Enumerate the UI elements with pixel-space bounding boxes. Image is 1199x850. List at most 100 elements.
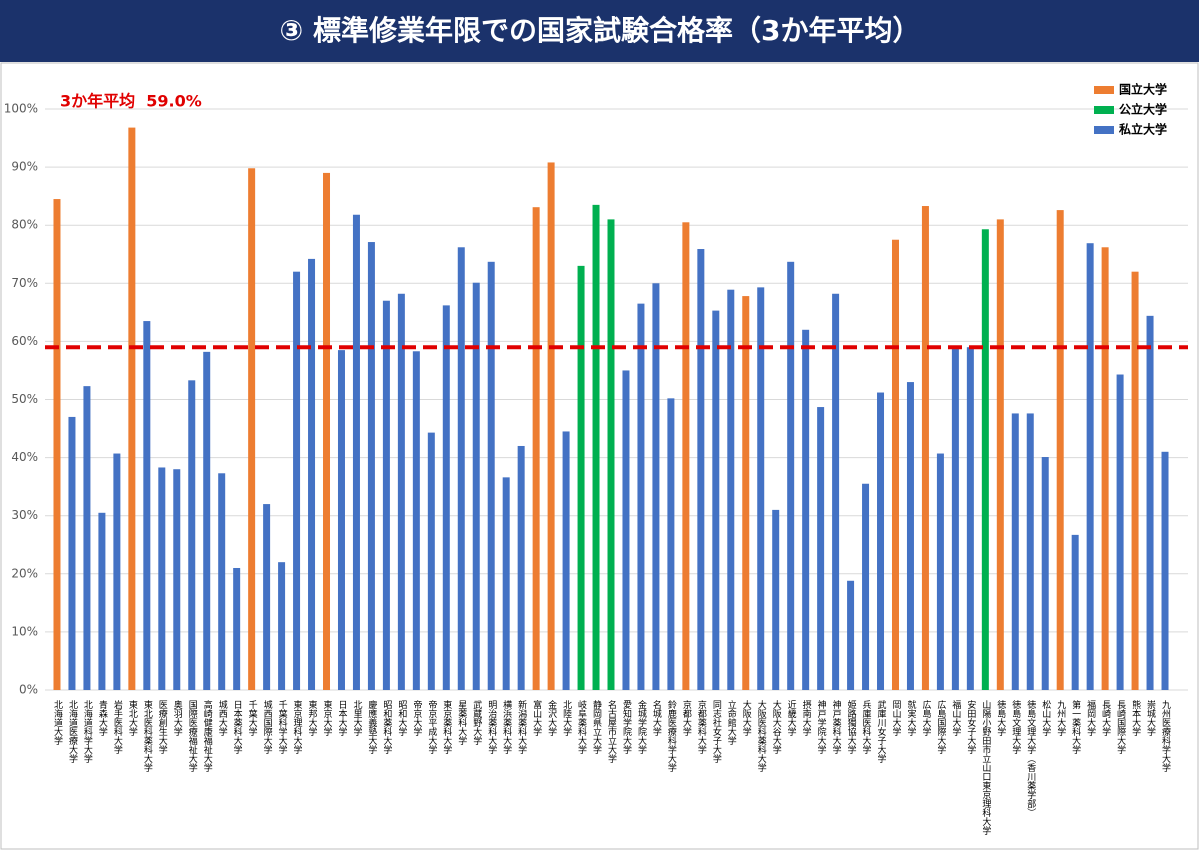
y-tick-label: 80% xyxy=(11,218,38,232)
x-tick-label: 大阪大谷大学 xyxy=(771,699,782,754)
y-tick-label: 20% xyxy=(11,566,38,580)
bar xyxy=(1101,247,1109,690)
x-tick-label: 金沢大学 xyxy=(546,699,557,736)
bar xyxy=(427,432,435,690)
bar xyxy=(637,303,645,690)
x-tick-label: 千葉科学大学 xyxy=(277,700,288,754)
bar xyxy=(1041,457,1049,690)
bar xyxy=(113,453,121,690)
bar xyxy=(487,261,495,690)
y-tick-label: 100% xyxy=(4,102,38,116)
chart-frame xyxy=(0,62,1199,850)
bar xyxy=(203,351,211,690)
x-tick-label: 就実大学 xyxy=(905,699,916,736)
x-tick-label: 昭和薬科大学 xyxy=(381,700,392,754)
x-tick-label: 北海道医療大学 xyxy=(67,700,78,763)
legend-label: 私立大学 xyxy=(1118,122,1167,137)
x-tick-label: 慶應義塾大学 xyxy=(366,699,377,754)
average-label: 3か年平均 59.0% xyxy=(60,92,202,111)
bar xyxy=(891,239,899,690)
bar xyxy=(966,347,974,690)
bar xyxy=(173,469,181,690)
x-tick-label: 九州医療科学大学 xyxy=(1160,700,1171,772)
legend-swatch xyxy=(1094,126,1114,134)
bar xyxy=(742,296,750,690)
bar xyxy=(308,258,316,690)
y-tick-label: 60% xyxy=(11,334,38,348)
x-tick-label: 兵庫医科大学 xyxy=(861,699,872,754)
bar xyxy=(367,242,375,690)
bar xyxy=(412,351,420,690)
x-tick-label: 帝京大学 xyxy=(411,699,422,736)
x-tick-label: 東邦大学 xyxy=(307,699,318,736)
legend-swatch xyxy=(1094,106,1114,114)
bar xyxy=(906,382,914,690)
bar xyxy=(457,247,465,690)
bar xyxy=(832,293,840,690)
x-tick-label: 北海道科学大学 xyxy=(82,700,93,763)
bar xyxy=(263,504,271,690)
bar xyxy=(1026,413,1034,690)
x-tick-label: 大阪医科薬科大学 xyxy=(756,699,767,772)
x-tick-label: 高崎健康福祉大学 xyxy=(202,699,213,772)
x-tick-label: 城西大学 xyxy=(217,700,228,736)
bar xyxy=(562,431,570,690)
x-tick-label: 松山大学 xyxy=(1040,699,1051,736)
x-tick-label: 青森大学 xyxy=(97,699,108,736)
y-tick-label: 30% xyxy=(11,508,38,522)
bar xyxy=(547,162,555,690)
x-tick-label: 神戸学院大学 xyxy=(816,699,827,754)
bar xyxy=(128,127,136,691)
bar xyxy=(532,207,540,690)
x-tick-label: 国際医療福祉大学 xyxy=(187,700,198,772)
bar xyxy=(592,204,600,691)
bar xyxy=(727,289,735,690)
x-tick-label: 徳島大学 xyxy=(995,699,1006,736)
x-tick-label: 横浜薬科大学 xyxy=(501,699,512,754)
x-tick-label: 崇城大学 xyxy=(1145,700,1156,736)
x-tick-label: 山陽小野田市立山口東京理科大学 xyxy=(980,700,991,835)
bar xyxy=(382,300,390,690)
bar xyxy=(442,305,450,690)
x-tick-label: 愛知学院大学 xyxy=(621,699,632,754)
bar xyxy=(757,287,765,690)
x-tick-label: 岩手医科大学 xyxy=(112,699,123,754)
x-tick-label: 徳島文理大学（香川薬学部） xyxy=(1025,699,1036,817)
bar xyxy=(1146,315,1154,690)
x-tick-label: 北海道大学 xyxy=(52,700,63,745)
bar xyxy=(652,283,660,690)
x-tick-label: 医療創生大学 xyxy=(157,700,168,754)
bar xyxy=(218,473,226,690)
x-tick-label: 京都大学 xyxy=(681,699,692,736)
bar xyxy=(697,249,705,690)
x-tick-label: 長崎大学 xyxy=(1100,700,1111,736)
bar xyxy=(607,219,615,690)
x-tick-label: 北里大学 xyxy=(351,700,362,736)
x-tick-label: 東京理科大学 xyxy=(292,699,303,754)
x-tick-label: 福岡大学 xyxy=(1085,699,1096,736)
bar xyxy=(1056,210,1064,690)
x-tick-label: 東北大学 xyxy=(127,699,138,736)
bar xyxy=(502,477,510,690)
x-tick-label: 帝京平成大学 xyxy=(426,699,437,754)
bar xyxy=(352,214,360,690)
x-tick-label: 神戸薬科大学 xyxy=(831,699,842,754)
bar xyxy=(397,293,405,690)
x-tick-label: 京都薬科大学 xyxy=(696,699,707,754)
x-tick-label: 北陸大学 xyxy=(561,700,572,736)
y-tick-label: 40% xyxy=(11,450,38,464)
x-tick-label: 近畿大学 xyxy=(786,699,797,736)
x-tick-label: 星薬科大学 xyxy=(456,700,467,745)
x-tick-label: 東京大学 xyxy=(322,699,333,736)
bar xyxy=(577,265,585,690)
bar xyxy=(278,562,286,690)
x-tick-label: 新潟薬科大学 xyxy=(516,699,527,754)
x-tick-label: 福山大学 xyxy=(950,699,961,736)
x-tick-label: 安田女子大学 xyxy=(965,699,976,754)
bar xyxy=(981,229,989,690)
x-tick-label: 広島大学 xyxy=(920,699,931,736)
bar xyxy=(68,416,76,690)
x-tick-label: 第一薬科大学 xyxy=(1070,699,1081,754)
bar xyxy=(847,580,855,690)
bar xyxy=(802,329,810,690)
